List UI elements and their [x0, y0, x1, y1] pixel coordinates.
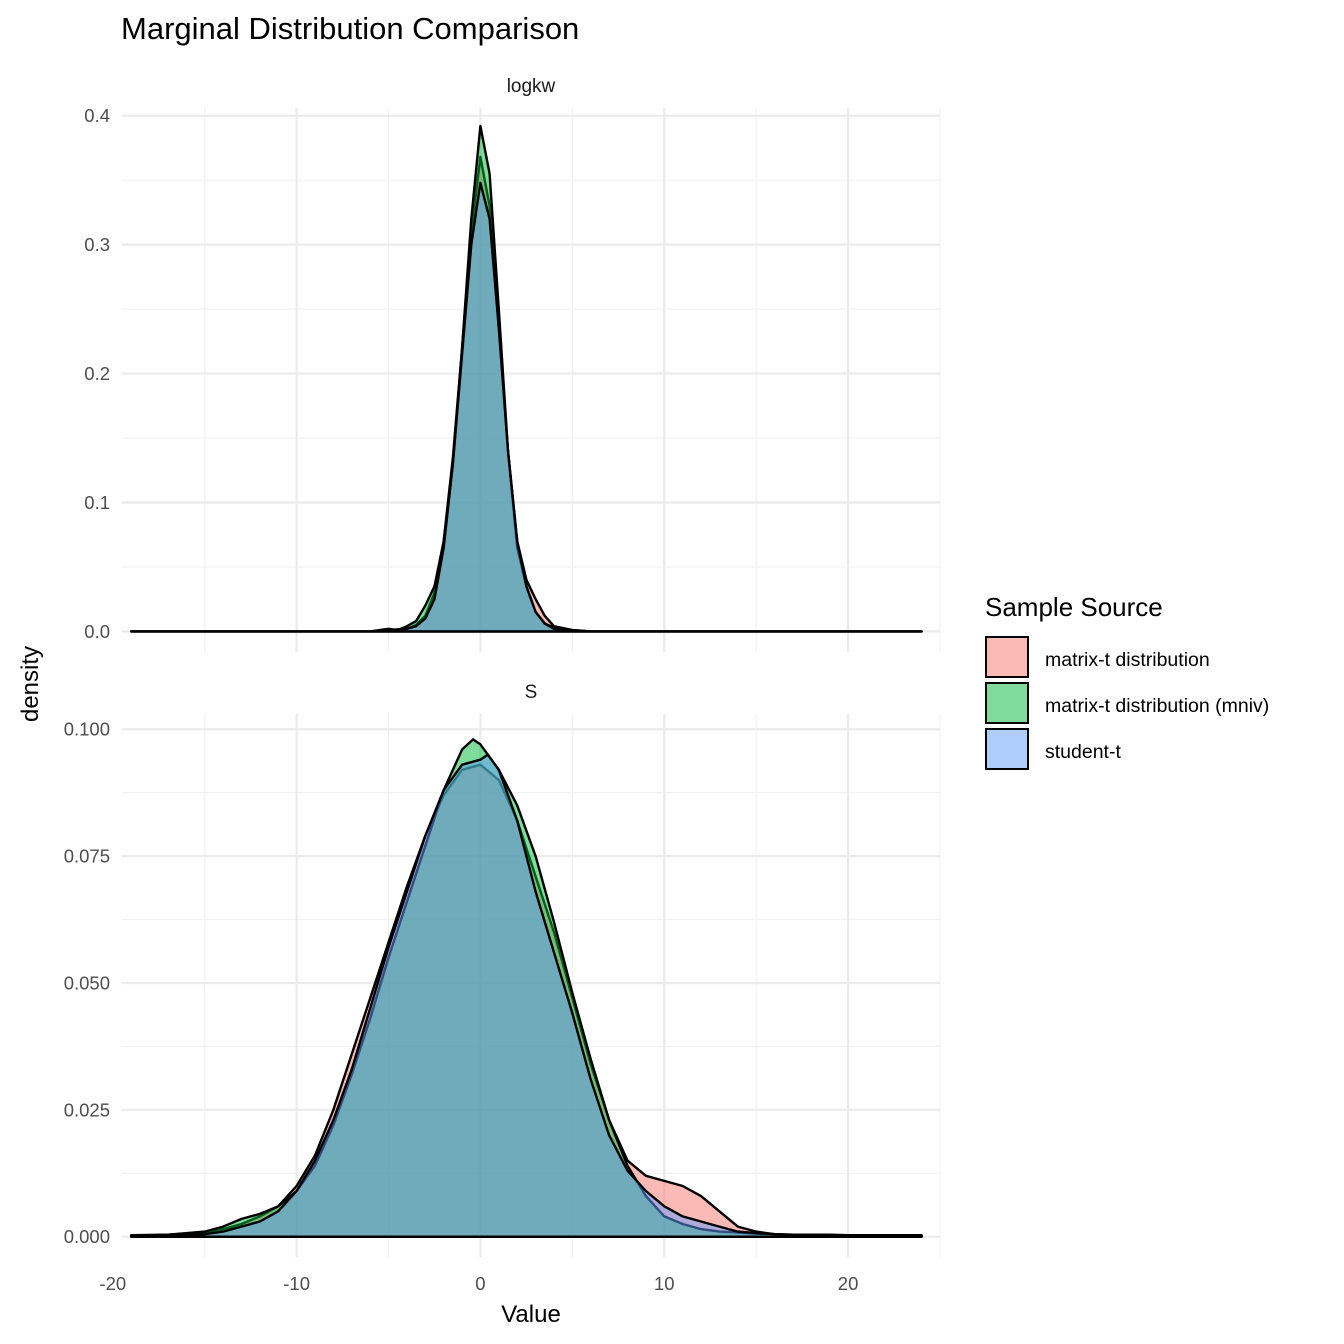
y-tick-label: 0.075: [64, 846, 110, 867]
legend-swatch-matrix-t-mniv: [985, 682, 1029, 724]
x-tick-label: 10: [654, 1273, 675, 1294]
y-tick-label: 0.025: [64, 1099, 110, 1120]
density-area-matrix-t-distribution-mniv: [130, 124, 923, 633]
y-tick-label: 0.0: [84, 621, 110, 642]
y-tick-label: 0.1: [84, 492, 110, 513]
y-tick-label: 0.3: [84, 234, 110, 255]
y-ticks-logkw: 0.0 0.1 0.2 0.3 0.4: [84, 105, 110, 642]
chart-title: Marginal Distribution Comparison: [121, 11, 579, 46]
x-tick-label: 20: [838, 1273, 859, 1294]
legend-swatch-student-t: [985, 728, 1029, 770]
legend-label-student-t: student-t: [1045, 741, 1121, 763]
y-tick-label: 0.2: [84, 363, 110, 384]
x-tick-label: -10: [283, 1273, 310, 1294]
y-tick-label: 0.050: [64, 972, 110, 993]
y-ticks-s: 0.000 0.025 0.050 0.075 0.100: [64, 719, 110, 1247]
y-tick-label: 0.100: [64, 719, 110, 740]
x-tick-label: 0: [475, 1273, 485, 1294]
legend-label-matrix-t-mniv: matrix-t distribution (mniv): [1045, 695, 1269, 717]
strip-label-s: S: [525, 682, 538, 703]
grid-logkw: [122, 108, 941, 652]
panel-s: 0.000 0.025 0.050 0.075 0.100 S: [64, 682, 941, 1257]
legend-label-matrix-t: matrix-t distribution: [1045, 649, 1210, 671]
y-axis-title: density: [17, 646, 44, 722]
y-tick-label: 0.4: [84, 105, 110, 126]
legend-swatch-matrix-t: [985, 636, 1029, 678]
legend: Sample Source matrix-t distribution matr…: [985, 592, 1269, 770]
y-tick-label: 0.000: [64, 1226, 110, 1247]
density-areas-logkw: [130, 124, 923, 633]
density-area-student-t: [130, 181, 923, 633]
density-area-matrix-t-distribution: [130, 155, 923, 633]
x-ticks: -20 -10 0 10 20: [99, 1273, 858, 1294]
panel-logkw: 0.0 0.1 0.2 0.3 0.4 logkw: [84, 76, 941, 652]
legend-title: Sample Source: [985, 592, 1163, 622]
density-areas-s: [130, 738, 923, 1238]
x-axis-title: Value: [501, 1301, 561, 1328]
x-tick-label: -20: [99, 1273, 126, 1294]
density-area-student-t: [130, 753, 923, 1238]
strip-label-logkw: logkw: [507, 76, 556, 97]
